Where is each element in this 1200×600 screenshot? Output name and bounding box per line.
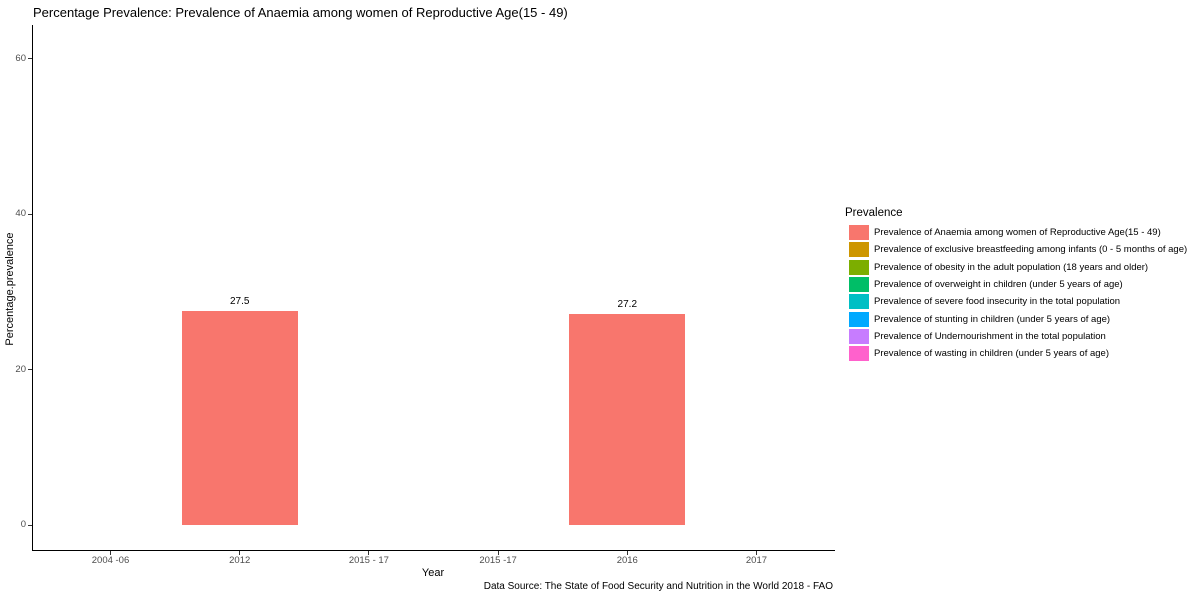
x-tick-mark — [110, 551, 112, 555]
y-axis-label: Percentage.prevalence — [4, 232, 16, 346]
bar-value-label: 27.2 — [617, 298, 638, 310]
legend-label: Prevalence of exclusive breastfeeding am… — [874, 244, 1188, 256]
legend-label: Prevalence of Undernourishment in the to… — [874, 330, 1106, 342]
y-tick-label: 20 — [15, 363, 26, 375]
chart-title: Percentage Prevalence: Prevalence of Ana… — [33, 5, 568, 20]
legend: Prevalence Prevalence of Anaemia among w… — [845, 207, 1187, 364]
x-tick-label: 2015 -17 — [479, 555, 517, 566]
x-tick-label: 2015 - 17 — [348, 555, 389, 566]
legend-swatch — [849, 259, 869, 275]
y-tick-mark — [28, 369, 32, 370]
legend-swatch — [849, 294, 869, 310]
legend-item: Prevalence of Undernourishment in the to… — [845, 328, 1187, 344]
legend-swatch — [849, 276, 869, 292]
legend-swatch — [849, 346, 869, 362]
caption: Data Source: The State of Food Security … — [483, 581, 833, 592]
legend-label: Prevalence of Anaemia among women of Rep… — [874, 227, 1161, 238]
legend-label: Prevalence of severe food insecurity in … — [874, 296, 1121, 308]
legend-label: Prevalence of overweight in children (un… — [874, 278, 1123, 290]
y-tick-mark — [28, 524, 32, 526]
bar — [181, 311, 298, 525]
x-tick-mark — [239, 551, 241, 555]
x-tick-mark — [755, 551, 757, 555]
legend-label: Prevalence of obesity in the adult popul… — [874, 261, 1149, 273]
legend-swatch — [849, 225, 869, 240]
y-tick-mark — [28, 213, 32, 215]
legend-swatch — [849, 242, 869, 258]
bar-value-label: 27.5 — [229, 296, 250, 308]
legend-item: Prevalence of obesity in the adult popul… — [845, 259, 1187, 275]
legend-item: Prevalence of Anaemia among women of Rep… — [845, 225, 1187, 240]
legend-title: Prevalence — [845, 207, 903, 219]
x-tick-label: 2004 -06 — [91, 555, 130, 566]
x-tick-label: 2016 — [616, 555, 638, 566]
x-tick-mark — [626, 551, 628, 555]
legend-item: Prevalence of severe food insecurity in … — [845, 294, 1187, 310]
legend-item: Prevalence of exclusive breastfeeding am… — [845, 242, 1188, 258]
legend-item: Prevalence of overweight in children (un… — [845, 276, 1187, 292]
x-tick-label: 2017 — [745, 555, 768, 566]
x-tick-label: 2012 — [229, 555, 251, 566]
x-axis-label: Year — [421, 567, 445, 579]
x-axis-line — [32, 550, 835, 551]
y-tick-label: 0 — [20, 519, 26, 530]
legend-swatch — [849, 328, 869, 344]
y-tick-label: 60 — [15, 52, 26, 64]
y-tick-label: 40 — [15, 208, 26, 219]
legend-items: Prevalence of Anaemia among women of Rep… — [845, 225, 1188, 362]
legend-label: Prevalence of wasting in children (under… — [874, 348, 1109, 360]
x-tick-mark — [368, 551, 370, 555]
y-axis-line — [32, 25, 33, 551]
legend-swatch — [849, 311, 869, 327]
x-tick-mark — [497, 551, 499, 555]
legend-label: Prevalence of stunting in children (unde… — [874, 313, 1111, 325]
y-tick-mark — [28, 58, 32, 59]
legend-item: Prevalence of wasting in children (under… — [845, 346, 1187, 362]
legend-item: Prevalence of stunting in children (unde… — [845, 311, 1187, 327]
bar — [569, 313, 686, 525]
